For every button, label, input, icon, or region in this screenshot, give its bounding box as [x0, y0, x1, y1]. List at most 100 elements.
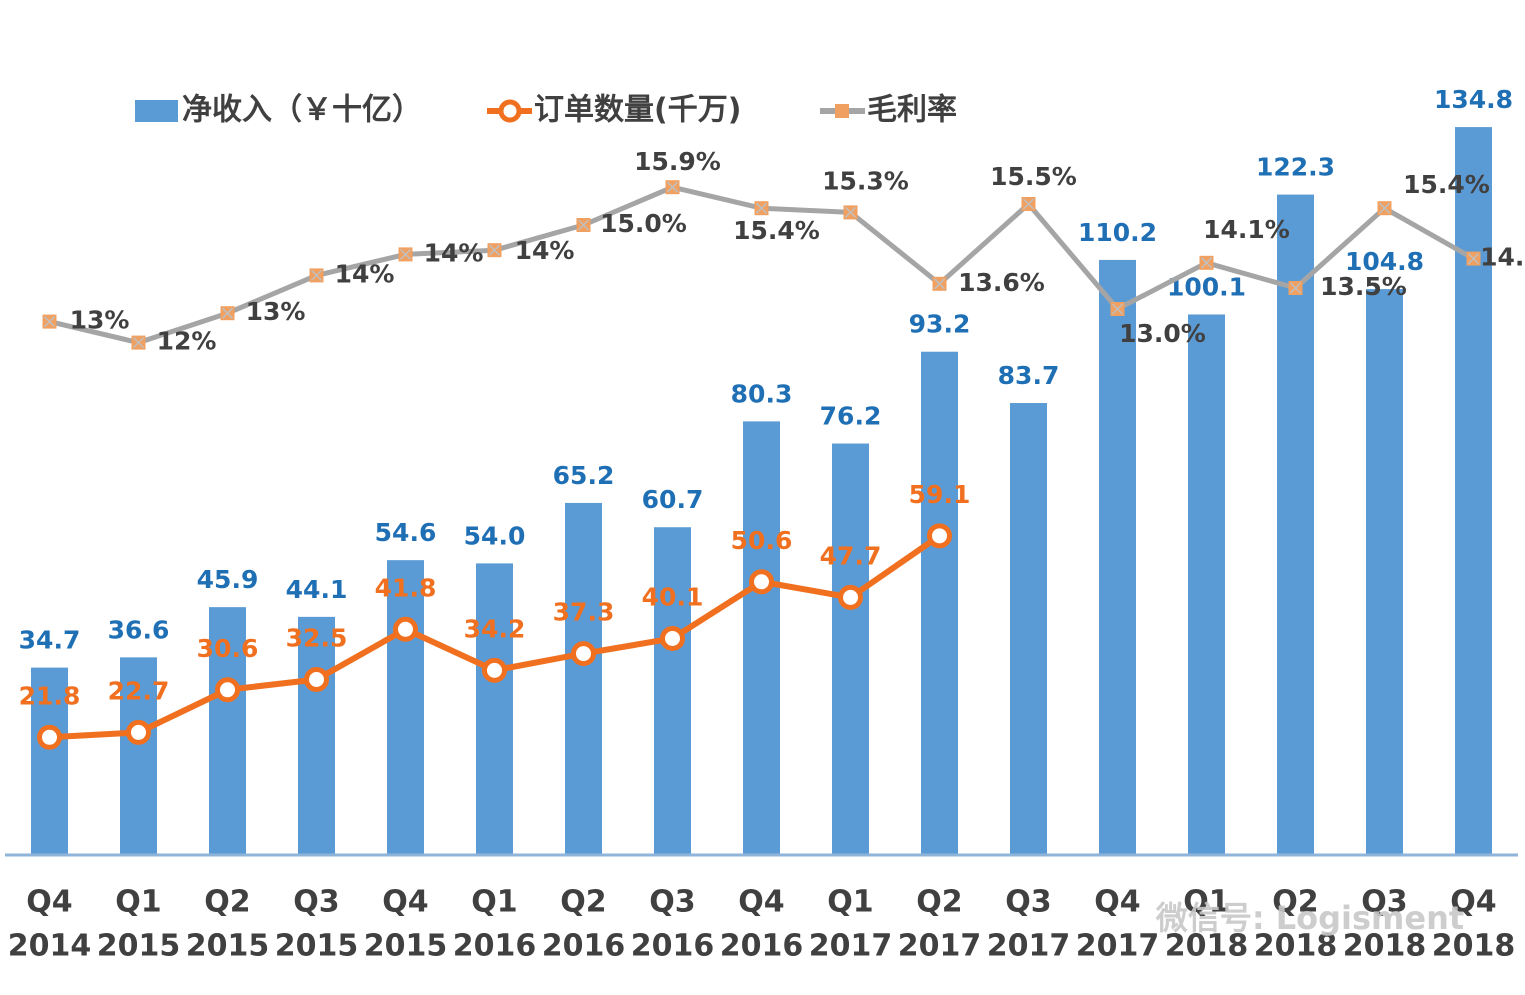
x-tick-label: Q2: [1272, 885, 1318, 920]
orders-label: 32.5: [286, 624, 348, 653]
margin-label: 13.5%: [1320, 272, 1407, 301]
margin-marker-cross: [310, 269, 323, 281]
orders-marker: [215, 677, 240, 703]
bar-label: 76.2: [820, 402, 882, 431]
x-tick-label: Q4: [1450, 885, 1496, 920]
x-tick-label: Q4: [26, 885, 72, 920]
bar-label: 83.7: [998, 361, 1060, 390]
x-tick-label: Q2: [916, 885, 962, 920]
margin-marker-cross: [43, 316, 56, 328]
margin-marker-cross: [1022, 198, 1035, 210]
margin-marker-cross: [755, 202, 768, 214]
bar-label: 34.7: [19, 626, 81, 655]
margin-label: 15.4%: [733, 216, 820, 245]
margin-label: 14%: [515, 236, 575, 265]
orders-label: 40.1: [642, 582, 704, 611]
bar-label: 44.1: [286, 575, 348, 604]
orders-marker: [927, 523, 952, 549]
bar: [565, 502, 602, 855]
bar: [654, 527, 691, 855]
bar: [476, 563, 513, 855]
orders-marker: [749, 569, 774, 595]
x-tick-label: 2017: [987, 929, 1071, 964]
x-tick-label: 2016: [542, 929, 626, 964]
margin-marker-cross: [1467, 253, 1480, 265]
margin-label: 14%: [424, 238, 484, 267]
bar-label: 80.3: [731, 379, 793, 408]
x-tick-label: 2018: [1165, 929, 1249, 964]
x-tick-label: Q2: [204, 885, 250, 920]
margin-marker-cross: [666, 181, 679, 193]
bar: [1010, 403, 1047, 855]
orders-label: 21.8: [19, 681, 81, 710]
x-tick-label: 2015: [97, 929, 181, 964]
orders-label: 47.7: [820, 541, 882, 570]
x-tick-label: Q1: [827, 885, 873, 920]
x-tick-label: 2015: [275, 929, 359, 964]
x-tick-label: Q4: [738, 885, 784, 920]
bar: [832, 443, 869, 855]
margin-marker-cross: [1378, 202, 1391, 214]
x-tick-label: 2016: [631, 929, 715, 964]
bar: [298, 616, 335, 855]
bar-label: 36.6: [108, 615, 170, 644]
orders-label: 41.8: [375, 573, 437, 602]
legend-marker: [498, 99, 522, 123]
x-tick-label: Q2: [560, 885, 606, 920]
orders-label: 59.1: [909, 480, 971, 509]
margin-label: 15.3%: [822, 166, 909, 195]
margin-marker-cross: [1111, 303, 1124, 315]
margin-label: 12%: [157, 327, 217, 356]
margin-label: 14%: [335, 259, 395, 288]
x-tick-label: Q1: [115, 885, 161, 920]
legend-label: 订单数量(千万): [534, 93, 741, 128]
margin-label: 14.1%: [1203, 215, 1290, 244]
bar-label: 54.0: [464, 521, 526, 550]
x-tick-label: 2016: [453, 929, 537, 964]
bar: [743, 421, 780, 855]
margin-marker-cross: [488, 244, 501, 256]
x-tick-label: Q4: [382, 885, 428, 920]
bar: [921, 351, 958, 855]
orders-marker: [37, 724, 62, 750]
margin-label: 15.5%: [990, 162, 1077, 191]
margin-label: 13.0%: [1119, 319, 1206, 348]
bar: [209, 607, 246, 855]
margin-label: 15.0%: [600, 209, 687, 238]
x-tick-label: 2015: [186, 929, 270, 964]
orders-label: 30.6: [197, 634, 259, 663]
margin-marker-cross: [577, 219, 590, 231]
legend-marker: [835, 104, 849, 118]
legend-label: 净收入（￥十亿）: [182, 93, 422, 128]
orders-marker: [838, 584, 863, 610]
margin-label: 15.4%: [1403, 170, 1490, 199]
x-tick-label: 2018: [1343, 929, 1427, 964]
x-tick-label: 2018: [1254, 929, 1338, 964]
orders-marker: [660, 625, 685, 651]
margin-marker-cross: [399, 248, 412, 260]
bar: [120, 657, 157, 855]
x-tick-label: 2017: [809, 929, 893, 964]
bar: [387, 560, 424, 855]
x-tick-label: 2015: [364, 929, 448, 964]
orders-label: 22.7: [108, 676, 170, 705]
margin-marker-cross: [933, 278, 946, 290]
margin-marker-cross: [221, 307, 234, 319]
x-tick-label: Q3: [293, 885, 339, 920]
x-tick-label: Q1: [471, 885, 517, 920]
bar: [1455, 127, 1492, 855]
bar-label: 110.2: [1078, 218, 1157, 247]
watermark: 微信号: Logisment: [1155, 899, 1464, 937]
orders-label: 34.2: [464, 614, 526, 643]
margin-marker-cross: [844, 206, 857, 218]
bar: [1366, 289, 1403, 856]
orders-marker: [393, 616, 418, 642]
orders-marker: [126, 719, 151, 745]
bar-label: 60.7: [642, 485, 704, 514]
x-tick-label: Q3: [1005, 885, 1051, 920]
x-tick-label: Q1: [1183, 885, 1229, 920]
margin-marker-cross: [1289, 282, 1302, 294]
margin-label: 13%: [70, 306, 130, 335]
x-tick-label: 2018: [1432, 929, 1516, 964]
margin-label: 14.2%: [1480, 243, 1525, 272]
